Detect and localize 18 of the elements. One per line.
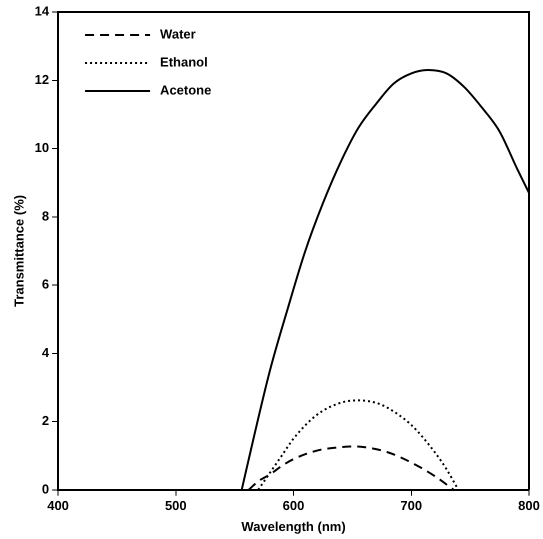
y-tick-label: 0 xyxy=(42,481,50,496)
x-tick-label: 600 xyxy=(282,498,304,514)
x-axis-title: Wavelength (nm) xyxy=(241,518,346,534)
y-tick-label: 6 xyxy=(42,276,50,292)
y-tick-label: 14 xyxy=(34,4,50,19)
y-tick-label: 4 xyxy=(42,344,50,360)
legend-label: Water xyxy=(160,26,196,42)
x-tick-label: 500 xyxy=(164,498,187,514)
y-tick-label: 8 xyxy=(42,208,50,224)
x-tick-label: 700 xyxy=(400,498,422,514)
y-tick-label: 10 xyxy=(34,140,50,156)
y-tick-label: 2 xyxy=(42,413,50,428)
legend-label: Ethanol xyxy=(160,54,208,70)
x-tick-label: 800 xyxy=(518,498,540,514)
x-tick-label: 400 xyxy=(47,498,69,514)
legend-label: Acetone xyxy=(160,82,212,98)
y-axis-title: Transmittance (%) xyxy=(11,194,26,307)
y-tick-label: 12 xyxy=(34,72,50,87)
